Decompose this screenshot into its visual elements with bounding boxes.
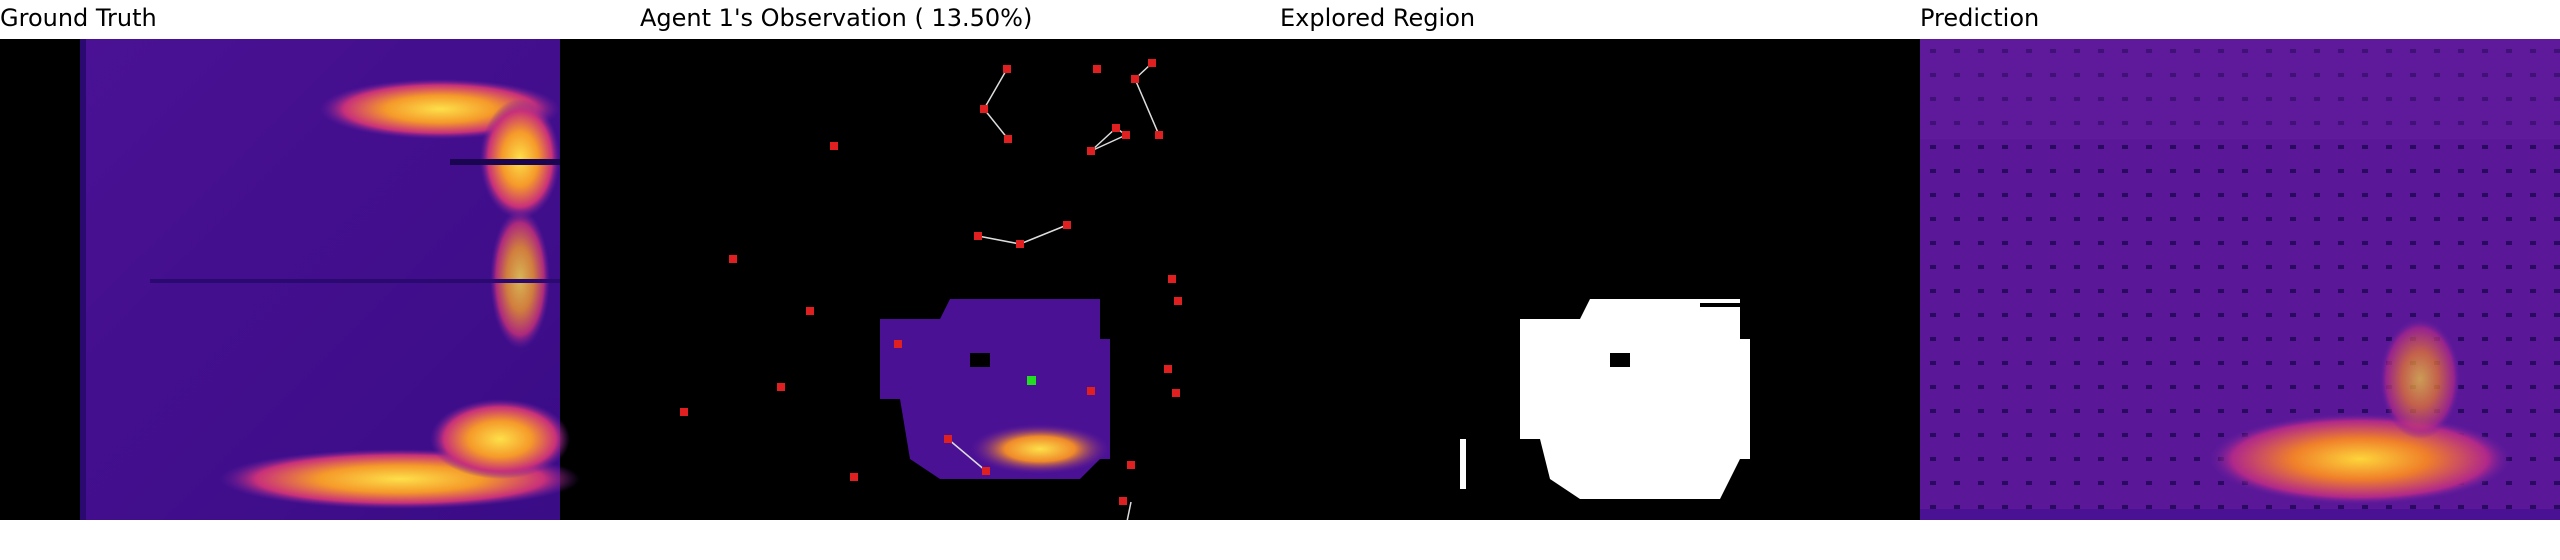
agent-markers: [680, 59, 1182, 505]
explored-region-panel: [1280, 39, 1920, 520]
predicted-hotspot-right: [2380, 319, 2460, 439]
ground-truth-panel: [0, 39, 640, 520]
unexplored-edge: [1700, 303, 1740, 307]
hotspot-bottom-right: [430, 399, 570, 479]
divider-line: [150, 279, 560, 283]
observed-hotspot: [970, 424, 1110, 474]
field-edge: [80, 39, 86, 520]
prediction-upper-band: [1920, 39, 2560, 139]
observation-map: [640, 39, 1280, 520]
observation-title: Agent 1's Observation ( 13.50%): [640, 4, 1033, 32]
prediction-heatmap: [1920, 39, 2560, 520]
unobserved-gap: [970, 353, 990, 367]
explored-fragment: [1460, 439, 1466, 489]
prediction-panel: [1920, 39, 2560, 520]
observation-panel: [640, 39, 1280, 520]
explored-region-title: Explored Region: [1280, 4, 1476, 32]
prediction-title: Prediction: [1920, 4, 2040, 32]
prediction-bottom-edge: [1920, 509, 2560, 520]
predicted-hotspot-bottom: [2210, 414, 2510, 504]
unexplored-gap: [1610, 353, 1630, 367]
divider-line: [450, 159, 560, 165]
explored-area: [1520, 299, 1750, 499]
self-agent-marker: [1027, 376, 1036, 385]
ground-truth-heatmap: [0, 39, 640, 520]
explored-mask: [1280, 39, 1920, 520]
agent-links: [947, 62, 1160, 520]
ground-truth-title: Ground Truth: [0, 4, 157, 32]
